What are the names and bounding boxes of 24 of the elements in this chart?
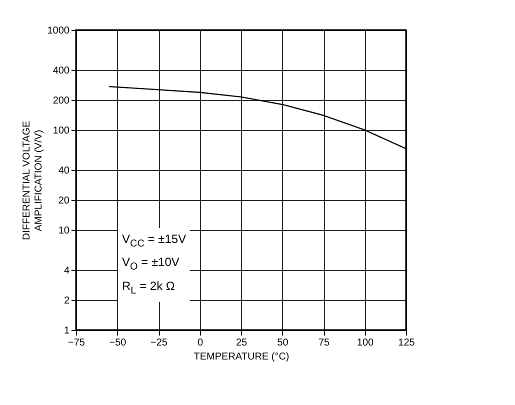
y-tick-label: 40 [58, 165, 70, 176]
y-axis-title: DIFFERENTIAL VOLTAGE AMPLIFICATION (V/V) [21, 120, 44, 240]
y-tick-label: 100 [52, 126, 70, 136]
x-tick-label: 0 [197, 338, 204, 348]
y-tick-label: 4 [64, 265, 70, 276]
x-axis-title: TEMPERATURE (°C) [194, 352, 290, 362]
y-tick-label: 20 [58, 195, 70, 206]
y-tick-label: 400 [52, 65, 70, 76]
y-tick-label: 1000 [47, 26, 70, 36]
x-tick-label: 50 [277, 338, 289, 348]
x-tick-label: −25 [150, 338, 168, 348]
x-tick-label: 25 [236, 338, 248, 348]
x-tick-label: 125 [398, 338, 416, 348]
annotation: V$_{CC}$ = ±15V [122, 231, 186, 252]
y-tick-label: 200 [52, 95, 70, 106]
x-tick-label: 75 [318, 338, 330, 348]
y-tick-label: 1 [64, 326, 70, 336]
y-tick-label: 2 [64, 295, 70, 306]
x-tick-label: 100 [356, 338, 374, 348]
annotation: V$_{O}$ = ±10V [122, 254, 180, 275]
x-tick-label: −50 [109, 338, 127, 348]
annotation: R$_{L}$ = 2k Ω [122, 278, 176, 298]
x-tick-label: −75 [68, 338, 86, 348]
y-tick-label: 10 [58, 226, 70, 236]
